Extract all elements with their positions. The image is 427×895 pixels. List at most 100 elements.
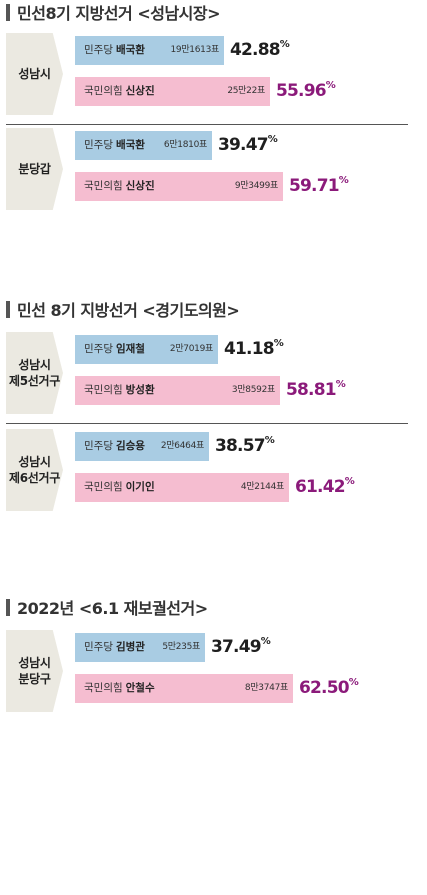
percent-value: 58.81 xyxy=(286,380,337,400)
percent-value: 38.57 xyxy=(215,436,266,456)
candidate-label: 국민의힘 이기인 xyxy=(84,473,155,502)
candidate-label: 국민의힘 방성환 xyxy=(84,376,155,405)
percent-symbol: % xyxy=(273,338,284,349)
group-divider xyxy=(6,423,408,424)
candidate-row: 민주당 김병관 5만235표 37.49% xyxy=(75,633,295,662)
party-name: 국민의힘 xyxy=(84,682,123,694)
party-name: 민주당 xyxy=(84,641,113,653)
party-name: 국민의힘 xyxy=(84,85,123,97)
candidate-row: 국민의힘 이기인 4만2144표 61.42% xyxy=(75,473,379,502)
dem-vote-bar xyxy=(75,432,209,461)
percent-symbol: % xyxy=(279,39,290,50)
candidate-name: 방성환 xyxy=(125,384,155,396)
region-label: 성남시 xyxy=(6,33,63,115)
party-name: 국민의힘 xyxy=(84,180,123,192)
vote-count: 3만8592표 xyxy=(231,385,275,395)
percent-value: 61.42 xyxy=(295,477,346,497)
ppp-vote-bar xyxy=(75,77,270,106)
percent-symbol: % xyxy=(344,476,355,487)
percent-value: 59.71 xyxy=(289,176,340,196)
candidate-row: 국민의힘 신상진 25만22표 55.96% xyxy=(75,77,360,106)
percent-symbol: % xyxy=(267,134,278,145)
candidate-row: 민주당 김승용 2만6464표 38.57% xyxy=(75,432,299,461)
vote-count: 2만6464표 xyxy=(160,441,204,451)
result-group: 분당갑 민주당 배국환 6만1810표 39.47% 국민의힘 신상진 9만3499표 59.7… xyxy=(0,128,427,210)
candidate-label: 국민의힘 신상진 xyxy=(84,77,155,106)
candidate-name: 안철수 xyxy=(125,682,155,694)
ppp-vote-bar xyxy=(75,473,289,502)
chart-section: 민선 8기 지방선거 <경기도의원> 성남시 제5선거구 민주당 임재철 2만7019표… xyxy=(0,297,427,597)
candidate-name: 배국환 xyxy=(115,44,145,56)
section-title: 2022년 <6.1 재보궐선거> xyxy=(6,595,208,619)
vote-count: 19만1613표 xyxy=(170,45,219,55)
candidate-label: 민주당 배국환 xyxy=(84,131,145,160)
dem-vote-bar xyxy=(75,633,205,662)
vote-percent: 59.71% xyxy=(289,175,349,201)
percent-value: 55.96 xyxy=(276,81,327,101)
vote-percent: 61.42% xyxy=(295,476,355,502)
party-name: 민주당 xyxy=(84,440,113,452)
candidate-name: 배국환 xyxy=(115,139,145,151)
result-group: 성남시 분당구 민주당 김병관 5만235표 37.49% 국민의힘 안철수 8만3747표 6… xyxy=(0,630,427,712)
party-name: 민주당 xyxy=(84,343,113,355)
vote-count: 5만235표 xyxy=(162,642,200,652)
vote-count: 8만3747표 xyxy=(244,683,288,693)
vote-count: 6만1810표 xyxy=(163,140,207,150)
candidate-name: 신상진 xyxy=(125,85,155,97)
candidate-name: 신상진 xyxy=(125,180,155,192)
vote-percent: 37.49% xyxy=(211,636,271,662)
candidate-label: 민주당 김병관 xyxy=(84,633,145,662)
vote-percent: 39.47% xyxy=(218,134,278,160)
percent-symbol: % xyxy=(348,677,359,688)
percent-symbol: % xyxy=(260,636,271,647)
candidate-row: 국민의힘 방성환 3만8592표 58.81% xyxy=(75,376,370,405)
candidate-label: 민주당 김승용 xyxy=(84,432,145,461)
candidate-row: 민주당 임재철 2만7019표 41.18% xyxy=(75,335,308,364)
title-marker xyxy=(6,3,10,21)
percent-value: 39.47 xyxy=(218,135,269,155)
percent-symbol: % xyxy=(335,379,346,390)
vote-count: 9만3499표 xyxy=(234,181,278,191)
candidate-name: 김병관 xyxy=(115,641,145,653)
party-name: 국민의힘 xyxy=(84,384,123,396)
region-label: 분당갑 xyxy=(6,128,63,210)
candidate-label: 국민의힘 신상진 xyxy=(84,172,155,201)
candidate-name: 이기인 xyxy=(125,481,155,493)
vote-percent: 41.18% xyxy=(224,338,284,364)
vote-percent: 42.88% xyxy=(230,39,290,65)
party-name: 국민의힘 xyxy=(84,481,123,493)
region-label: 성남시 제6선거구 xyxy=(6,429,63,511)
title-marker xyxy=(6,598,10,616)
vote-percent: 62.50% xyxy=(299,677,359,703)
vote-count: 2만7019표 xyxy=(169,344,213,354)
percent-value: 37.49 xyxy=(211,637,262,657)
candidate-label: 민주당 임재철 xyxy=(84,335,145,364)
percent-symbol: % xyxy=(325,80,336,91)
dem-vote-bar xyxy=(75,36,224,65)
vote-percent: 55.96% xyxy=(276,80,336,106)
percent-symbol: % xyxy=(264,435,275,446)
title-marker xyxy=(6,300,10,318)
group-divider xyxy=(6,124,408,125)
percent-value: 41.18 xyxy=(224,339,275,359)
result-group: 성남시 민주당 배국환 19만1613표 42.88% 국민의힘 신상진 25만22표 55.9… xyxy=(0,33,427,115)
party-name: 민주당 xyxy=(84,44,113,56)
party-name: 민주당 xyxy=(84,139,113,151)
ppp-vote-bar xyxy=(75,172,283,201)
percent-symbol: % xyxy=(338,175,349,186)
section-title: 민선8기 지방선거 <성남시장> xyxy=(6,0,221,24)
result-group: 성남시 제5선거구 민주당 임재철 2만7019표 41.18% 국민의힘 방성환 3만859… xyxy=(0,332,427,414)
vote-count: 4만2144표 xyxy=(240,482,284,492)
candidate-row: 국민의힘 안철수 8만3747표 62.50% xyxy=(75,674,383,703)
section-title-text: 2022년 <6.1 재보궐선거> xyxy=(17,599,208,618)
ppp-vote-bar xyxy=(75,376,280,405)
result-group: 성남시 제6선거구 민주당 김승용 2만6464표 38.57% 국민의힘 이기인 4만214… xyxy=(0,429,427,511)
vote-percent: 38.57% xyxy=(215,435,275,461)
candidate-row: 민주당 배국환 19만1613표 42.88% xyxy=(75,36,314,65)
section-title: 민선 8기 지방선거 <경기도의원> xyxy=(6,297,240,321)
vote-percent: 58.81% xyxy=(286,379,346,405)
region-label: 성남시 분당구 xyxy=(6,630,63,712)
vote-count: 25만22표 xyxy=(227,86,265,96)
candidate-row: 민주당 배국환 6만1810표 39.47% xyxy=(75,131,302,160)
dem-vote-bar xyxy=(75,131,212,160)
